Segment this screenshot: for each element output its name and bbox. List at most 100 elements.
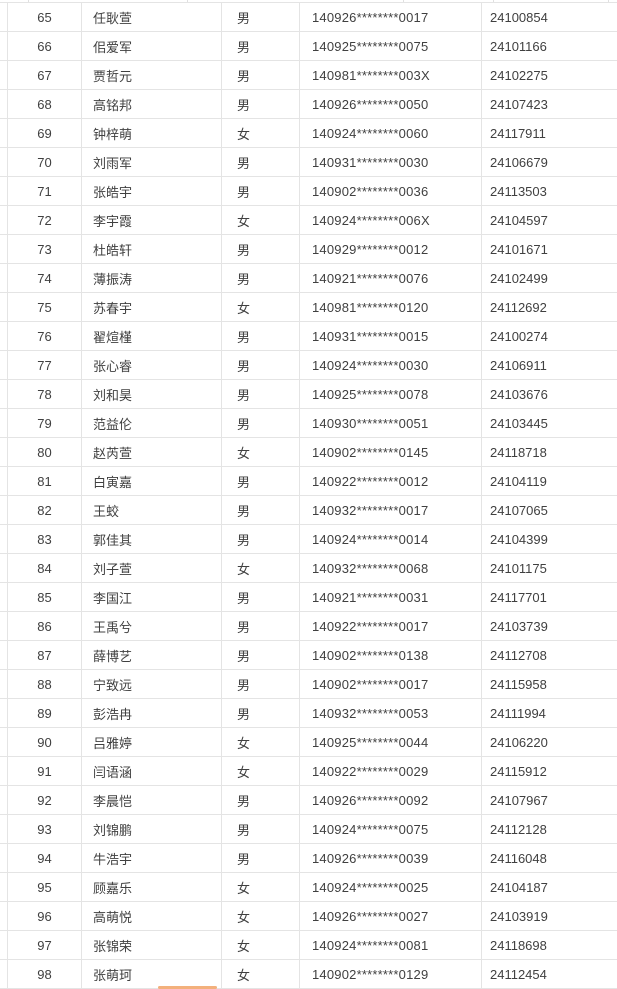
exam-code-cell: 24115912 — [490, 763, 547, 779]
table-row: 86 王禹兮 男 140922********0017 24103739 — [0, 612, 617, 641]
student-name-cell: 薛博艺 — [82, 641, 222, 669]
gender-cell: 男 — [222, 699, 300, 727]
cut-left-column-cell — [0, 844, 8, 872]
table-row: 75 苏春宇 女 140981********0120 24112692 — [0, 293, 617, 322]
row-number-cell: 70 — [8, 148, 82, 176]
gender-cell: 女 — [222, 293, 300, 321]
cut-left-column-cell — [0, 32, 8, 60]
row-number-cell: 66 — [8, 32, 82, 60]
gender-cell: 女 — [222, 902, 300, 930]
cut-row-border-mark — [493, 0, 494, 2]
table-row: 88 宁致远 男 140902********0017 24115958 — [0, 670, 617, 699]
masked-id-cell: 140981********0120 — [300, 293, 482, 321]
gender-cell: 男 — [222, 380, 300, 408]
gender-cell: 女 — [222, 119, 300, 147]
masked-id-cell: 140902********0036 — [300, 177, 482, 205]
exam-code-cell: 24102275 — [490, 67, 548, 83]
masked-id-cell: 140902********0145 — [300, 438, 482, 466]
table-row: 93 刘锦鹏 男 140924********0075 24112128 — [0, 815, 617, 844]
horizontal-scrollbar-thumb[interactable] — [158, 986, 217, 989]
cut-left-column-cell — [0, 235, 8, 263]
cut-row-border-mark — [608, 0, 609, 2]
gender-cell: 男 — [222, 670, 300, 698]
exam-code-cell: 24103919 — [490, 908, 548, 924]
student-name-cell: 张萌珂 — [82, 960, 222, 988]
masked-id-cell: 140925********0078 — [300, 380, 482, 408]
cut-left-column-cell — [0, 554, 8, 582]
exam-code-cell: 24104597 — [490, 212, 548, 228]
student-name-cell: 张锦荣 — [82, 931, 222, 959]
row-number-cell: 86 — [8, 612, 82, 640]
table-row: 85 李国江 男 140921********0031 24117701 — [0, 583, 617, 612]
cut-left-column-cell — [0, 641, 8, 669]
table-row: 70 刘雨军 男 140931********0030 24106679 — [0, 148, 617, 177]
masked-id-cell: 140924********0025 — [300, 873, 482, 901]
student-name-cell: 高萌悦 — [82, 902, 222, 930]
table-row: 80 赵芮萱 女 140902********0145 24118718 — [0, 438, 617, 467]
gender-cell: 男 — [222, 235, 300, 263]
student-name-cell: 杜皓轩 — [82, 235, 222, 263]
masked-id-cell: 140922********0029 — [300, 757, 482, 785]
cut-left-column-cell — [0, 409, 8, 437]
exam-code-cell: 24116048 — [490, 850, 547, 866]
gender-cell: 男 — [222, 264, 300, 292]
student-name-cell: 吕雅婷 — [82, 728, 222, 756]
exam-code-cell: 24104119 — [490, 473, 547, 489]
cut-left-column-cell — [0, 960, 8, 988]
masked-id-cell: 140921********0031 — [300, 583, 482, 611]
cut-left-column-cell — [0, 438, 8, 466]
exam-code-cell: 24112692 — [490, 299, 547, 315]
student-name-cell: 钟梓萌 — [82, 119, 222, 147]
exam-code-cell: 24104399 — [490, 531, 548, 547]
student-name-cell: 刘子萱 — [82, 554, 222, 582]
row-number-cell: 72 — [8, 206, 82, 234]
exam-code-cell: 24103445 — [490, 415, 548, 431]
masked-id-cell: 140929********0012 — [300, 235, 482, 263]
table-row: 98 张萌珂 女 140902********0129 24112454 — [0, 960, 617, 989]
table-row: 96 高萌悦 女 140926********0027 24103919 — [0, 902, 617, 931]
student-name-cell: 李国江 — [82, 583, 222, 611]
row-number-cell: 65 — [8, 3, 82, 31]
student-name-cell: 赵芮萱 — [82, 438, 222, 466]
student-name-cell: 贾哲元 — [82, 61, 222, 89]
exam-code-cell: 24107065 — [490, 502, 548, 518]
cut-left-column-cell — [0, 61, 8, 89]
masked-id-cell: 140922********0012 — [300, 467, 482, 495]
student-name-cell: 张心睿 — [82, 351, 222, 379]
gender-cell: 男 — [222, 844, 300, 872]
exam-code-cell: 24100274 — [490, 328, 548, 344]
exam-code-cell: 24107967 — [490, 792, 548, 808]
table-row: 73 杜皓轩 男 140929********0012 24101671 — [0, 235, 617, 264]
row-number-cell: 73 — [8, 235, 82, 263]
student-name-cell: 薄振涛 — [82, 264, 222, 292]
gender-cell: 女 — [222, 554, 300, 582]
student-name-cell: 顾嘉乐 — [82, 873, 222, 901]
cut-row-border-mark — [28, 0, 29, 2]
cut-left-column-cell — [0, 670, 8, 698]
row-number-cell: 77 — [8, 351, 82, 379]
masked-id-cell: 140922********0017 — [300, 612, 482, 640]
cut-left-column-cell — [0, 525, 8, 553]
masked-id-cell: 140924********0030 — [300, 351, 482, 379]
exam-code-cell: 24117701 — [490, 589, 547, 605]
cut-left-column-cell — [0, 264, 8, 292]
row-number-cell: 69 — [8, 119, 82, 147]
gender-cell: 女 — [222, 438, 300, 466]
masked-id-cell: 140924********0075 — [300, 815, 482, 843]
gender-cell: 男 — [222, 32, 300, 60]
row-number-cell: 92 — [8, 786, 82, 814]
masked-id-cell: 140932********0053 — [300, 699, 482, 727]
exam-code-cell: 24101671 — [490, 241, 548, 257]
table-row: 92 李晨恺 男 140926********0092 24107967 — [0, 786, 617, 815]
masked-id-cell: 140926********0039 — [300, 844, 482, 872]
cut-left-column-cell — [0, 206, 8, 234]
student-name-cell: 宁致远 — [82, 670, 222, 698]
student-name-cell: 刘雨军 — [82, 148, 222, 176]
cut-left-column-cell — [0, 931, 8, 959]
exam-code-cell: 24112454 — [490, 966, 547, 982]
row-number-cell: 82 — [8, 496, 82, 524]
student-name-cell: 李宇霞 — [82, 206, 222, 234]
cut-left-column-cell — [0, 757, 8, 785]
table-row: 65 任耿萱 男 140926********0017 24100854 — [0, 3, 617, 32]
cut-left-column-cell — [0, 583, 8, 611]
